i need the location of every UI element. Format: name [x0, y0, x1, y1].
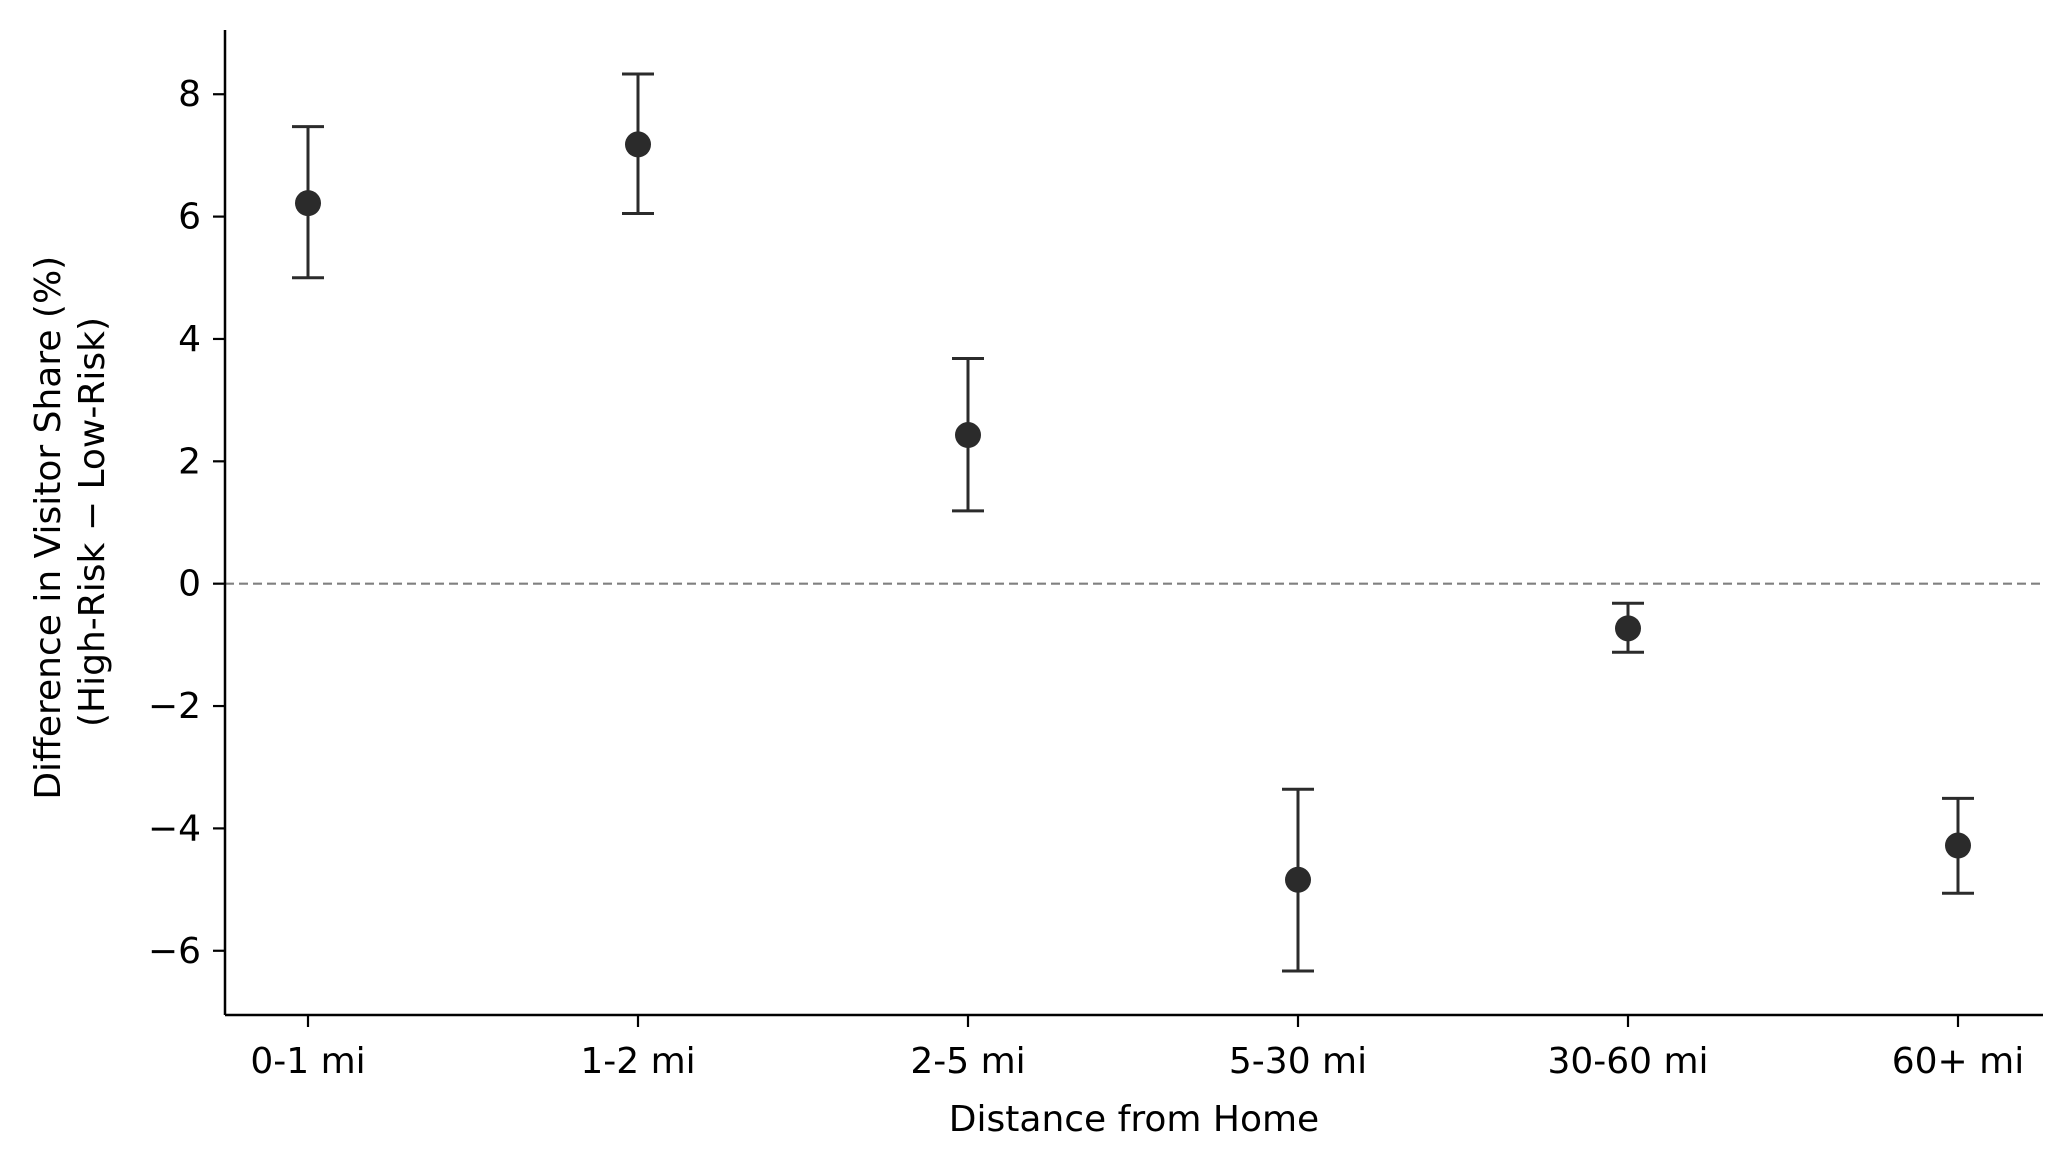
data-layer: [292, 72, 1974, 973]
x-tick-label: 0-1 mi: [250, 1041, 365, 1082]
x-ticks: 0-1 mi 1-2 mi 2-5 mi 5-30 mi 30-60 mi 60+ mi: [250, 1015, 2024, 1082]
data-point-group: [1612, 601, 1644, 654]
y-tick-label: 6: [178, 197, 201, 238]
x-tick-label: 1-2 mi: [580, 1041, 695, 1082]
data-point-group: [1942, 796, 1974, 895]
y-ticks: 8 6 4 2 0 −2 −4 −6: [148, 74, 225, 972]
y-axis-title: Difference in Visitor Share (%) (High-Ri…: [28, 244, 113, 799]
data-point-group: [622, 72, 654, 216]
y-tick-label: 0: [178, 564, 201, 605]
data-point: [1945, 832, 1971, 859]
data-point-group: [1282, 787, 1314, 973]
x-axis-title: Distance from Home: [949, 1099, 1319, 1140]
x-tick-label: 60+ mi: [1892, 1041, 2025, 1082]
data-point: [295, 190, 321, 217]
y-tick-label: 2: [178, 441, 201, 482]
x-tick-label: 2-5 mi: [910, 1041, 1025, 1082]
x-tick-label: 5-30 mi: [1229, 1041, 1367, 1082]
data-point: [625, 131, 651, 158]
data-point: [1285, 866, 1311, 893]
data-point: [1615, 615, 1641, 642]
y-tick-label: 4: [178, 319, 201, 360]
axes-layer: [223, 30, 2043, 1017]
y-tick-label: 8: [178, 74, 201, 115]
x-tick-label: 30-60 mi: [1547, 1041, 1708, 1082]
y-tick-label: −2: [148, 686, 201, 727]
data-point-group: [292, 125, 324, 280]
y-tick-label: −6: [148, 931, 201, 972]
y-axis-title-line-1: Difference in Visitor Share (%): [28, 256, 69, 800]
data-point: [955, 422, 981, 449]
data-point-group: [952, 357, 984, 513]
y-axis-title-line-2: (High-Risk − Low-Risk): [72, 317, 113, 727]
y-tick-label: −4: [148, 808, 201, 849]
